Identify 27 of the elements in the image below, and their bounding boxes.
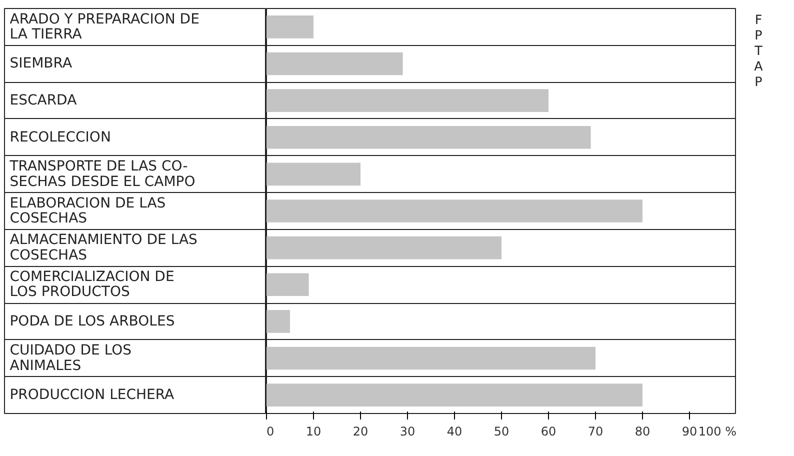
x-tick-label: 80: [634, 424, 650, 438]
y-tick-label: ELABORACION DE LAS COSECHAS: [10, 195, 166, 227]
y-tick-label: SIEMBRA: [10, 56, 72, 72]
y-tick-label: ESCARDA: [10, 92, 78, 109]
x-tick-label: 60: [540, 424, 556, 438]
text: P: [754, 74, 763, 89]
x-tick-label: 30: [400, 424, 416, 438]
x-tick-label: 100 %: [698, 424, 737, 438]
y-tick-label: COMERCIALIZACION DE LOS PRODUCTOS: [10, 269, 174, 300]
y-tick-label: PRODUCCION LECHERA: [10, 387, 175, 404]
x-tick-label: 10: [306, 424, 322, 438]
text: T: [754, 42, 763, 58]
text: P: [754, 28, 763, 43]
x-tick-label: 0: [266, 424, 274, 438]
text: F: [754, 12, 762, 28]
y-tick-label: RECOLECCION: [10, 129, 111, 146]
y-tick-label: PODA DE LOS ARBOLES: [10, 313, 175, 330]
text: A: [754, 58, 764, 74]
x-tick-label: 70: [588, 424, 604, 438]
x-tick-label: 40: [446, 424, 462, 438]
y-tick-label: ARADO Y PREPARACION DE LA TIERRA: [10, 11, 200, 43]
y-tick-label: CUIDADO DE LOS ANIMALES: [10, 342, 132, 374]
y-tick-label: ALMACENAMIENTO DE LAS COSECHAS: [10, 232, 198, 264]
y-tick-label: TRANSPORTE DE LAS CO- SECHAS DESDE EL CAMPO: [8, 158, 196, 190]
x-tick-label: 50: [494, 424, 510, 438]
x-tick-label: 90: [682, 424, 698, 438]
x-tick-label: 20: [352, 424, 368, 438]
